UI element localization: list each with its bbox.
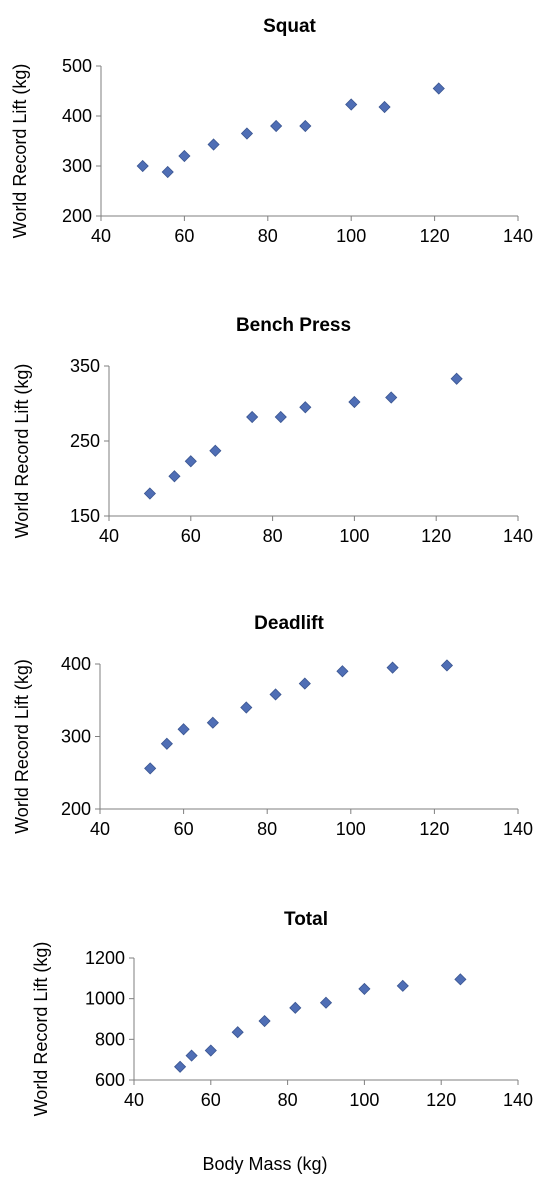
y-tick-label: 400 [62, 106, 92, 126]
data-point [209, 444, 222, 457]
x-tick-label: 140 [503, 1090, 533, 1110]
x-tick-label: 120 [421, 526, 451, 546]
data-point [231, 1026, 244, 1039]
data-point [396, 979, 409, 992]
data-point [185, 1049, 198, 1062]
x-tick-label: 80 [258, 226, 278, 246]
y-tick-label: 250 [70, 431, 100, 451]
data-point [336, 665, 349, 678]
y-tick-label: 200 [61, 799, 91, 819]
x-tick-label: 80 [263, 526, 283, 546]
x-tick-label: 120 [420, 226, 450, 246]
data-point [358, 982, 371, 995]
y-tick-label: 150 [70, 506, 100, 526]
data-point [269, 688, 282, 701]
y-tick-label: 300 [61, 727, 91, 747]
x-tick-label: 60 [174, 819, 194, 839]
data-point [299, 119, 312, 133]
data-point [440, 659, 454, 672]
y-axis-label: World Record Lift (kg) [12, 364, 32, 539]
y-tick-label: 1200 [85, 948, 125, 968]
data-point [378, 100, 391, 114]
data-point [204, 1044, 217, 1057]
chart-deadlift: Deadlift 200 300 400 40 60 80 100 120 140 World Re… [12, 613, 533, 839]
chart-title: Bench Press [236, 315, 351, 336]
data-point [246, 410, 259, 424]
data-point [274, 410, 287, 424]
y-axis-label: World Record Lift (kg) [10, 64, 30, 239]
y-axis-label: World Record Lift (kg) [31, 942, 51, 1117]
data-point [144, 762, 157, 775]
data-point [386, 661, 399, 674]
data-point [177, 723, 190, 736]
x-tick-label: 60 [174, 226, 194, 246]
y-tick-label: 400 [61, 654, 91, 674]
x-tick-label: 80 [278, 1090, 298, 1110]
x-tick-label: 100 [339, 526, 369, 546]
data-point [143, 487, 156, 500]
data-point [348, 395, 361, 409]
data-point [184, 455, 197, 468]
x-tick-label: 60 [201, 1090, 221, 1110]
x-axis-label: Body Mass (kg) [202, 1154, 327, 1174]
data-point [240, 701, 253, 714]
chart-squat: Squat 200 300 400 500 40 60 80 100 120 140 World Re… [10, 16, 533, 246]
x-tick-label: 100 [349, 1090, 379, 1110]
data-point [289, 1001, 302, 1014]
y-tick-label: 600 [95, 1070, 125, 1090]
chart-title: Total [284, 909, 328, 930]
x-tick-label: 100 [336, 226, 366, 246]
y-tick-label: 1000 [85, 989, 125, 1009]
y-tick-label: 300 [62, 156, 92, 176]
data-point [450, 372, 463, 385]
x-tick-label: 120 [426, 1090, 456, 1110]
x-tick-label: 40 [99, 526, 119, 546]
x-tick-label: 40 [91, 226, 111, 246]
chart-title: Squat [263, 16, 316, 37]
data-point [298, 677, 311, 690]
data-point [168, 470, 181, 483]
data-point [319, 996, 333, 1009]
data-point [160, 737, 173, 750]
data-point [174, 1060, 187, 1073]
data-point [270, 119, 283, 133]
x-tick-label: 140 [503, 819, 533, 839]
x-tick-label: 80 [257, 819, 277, 839]
x-tick-label: 140 [503, 526, 533, 546]
y-tick-label: 800 [95, 1029, 125, 1049]
data-point [299, 401, 312, 414]
data-point [454, 973, 467, 986]
y-axis-label: World Record Lift (kg) [12, 659, 32, 834]
x-tick-label: 60 [181, 526, 201, 546]
data-point [240, 127, 254, 140]
y-tick-label: 200 [62, 206, 92, 226]
data-point [258, 1014, 271, 1028]
data-point [207, 138, 220, 151]
x-tick-label: 100 [336, 819, 366, 839]
chart-total: Total 600 800 1000 1200 40 60 80 100 120 140 World … [31, 909, 533, 1174]
y-tick-label: 350 [70, 356, 100, 376]
chart-bench-press: Bench Press 150 250 350 40 60 80 100 120 140 World… [12, 315, 533, 546]
x-tick-label: 40 [124, 1090, 144, 1110]
data-point [178, 149, 191, 163]
data-point [161, 165, 174, 179]
data-point [432, 82, 445, 95]
x-tick-label: 120 [419, 819, 449, 839]
x-tick-label: 40 [90, 819, 110, 839]
data-point [385, 391, 398, 404]
data-point [345, 98, 358, 111]
data-point [136, 159, 149, 173]
chart-title: Deadlift [254, 613, 324, 634]
y-tick-label: 500 [62, 56, 92, 76]
x-tick-label: 140 [503, 226, 533, 246]
data-point [206, 716, 219, 729]
